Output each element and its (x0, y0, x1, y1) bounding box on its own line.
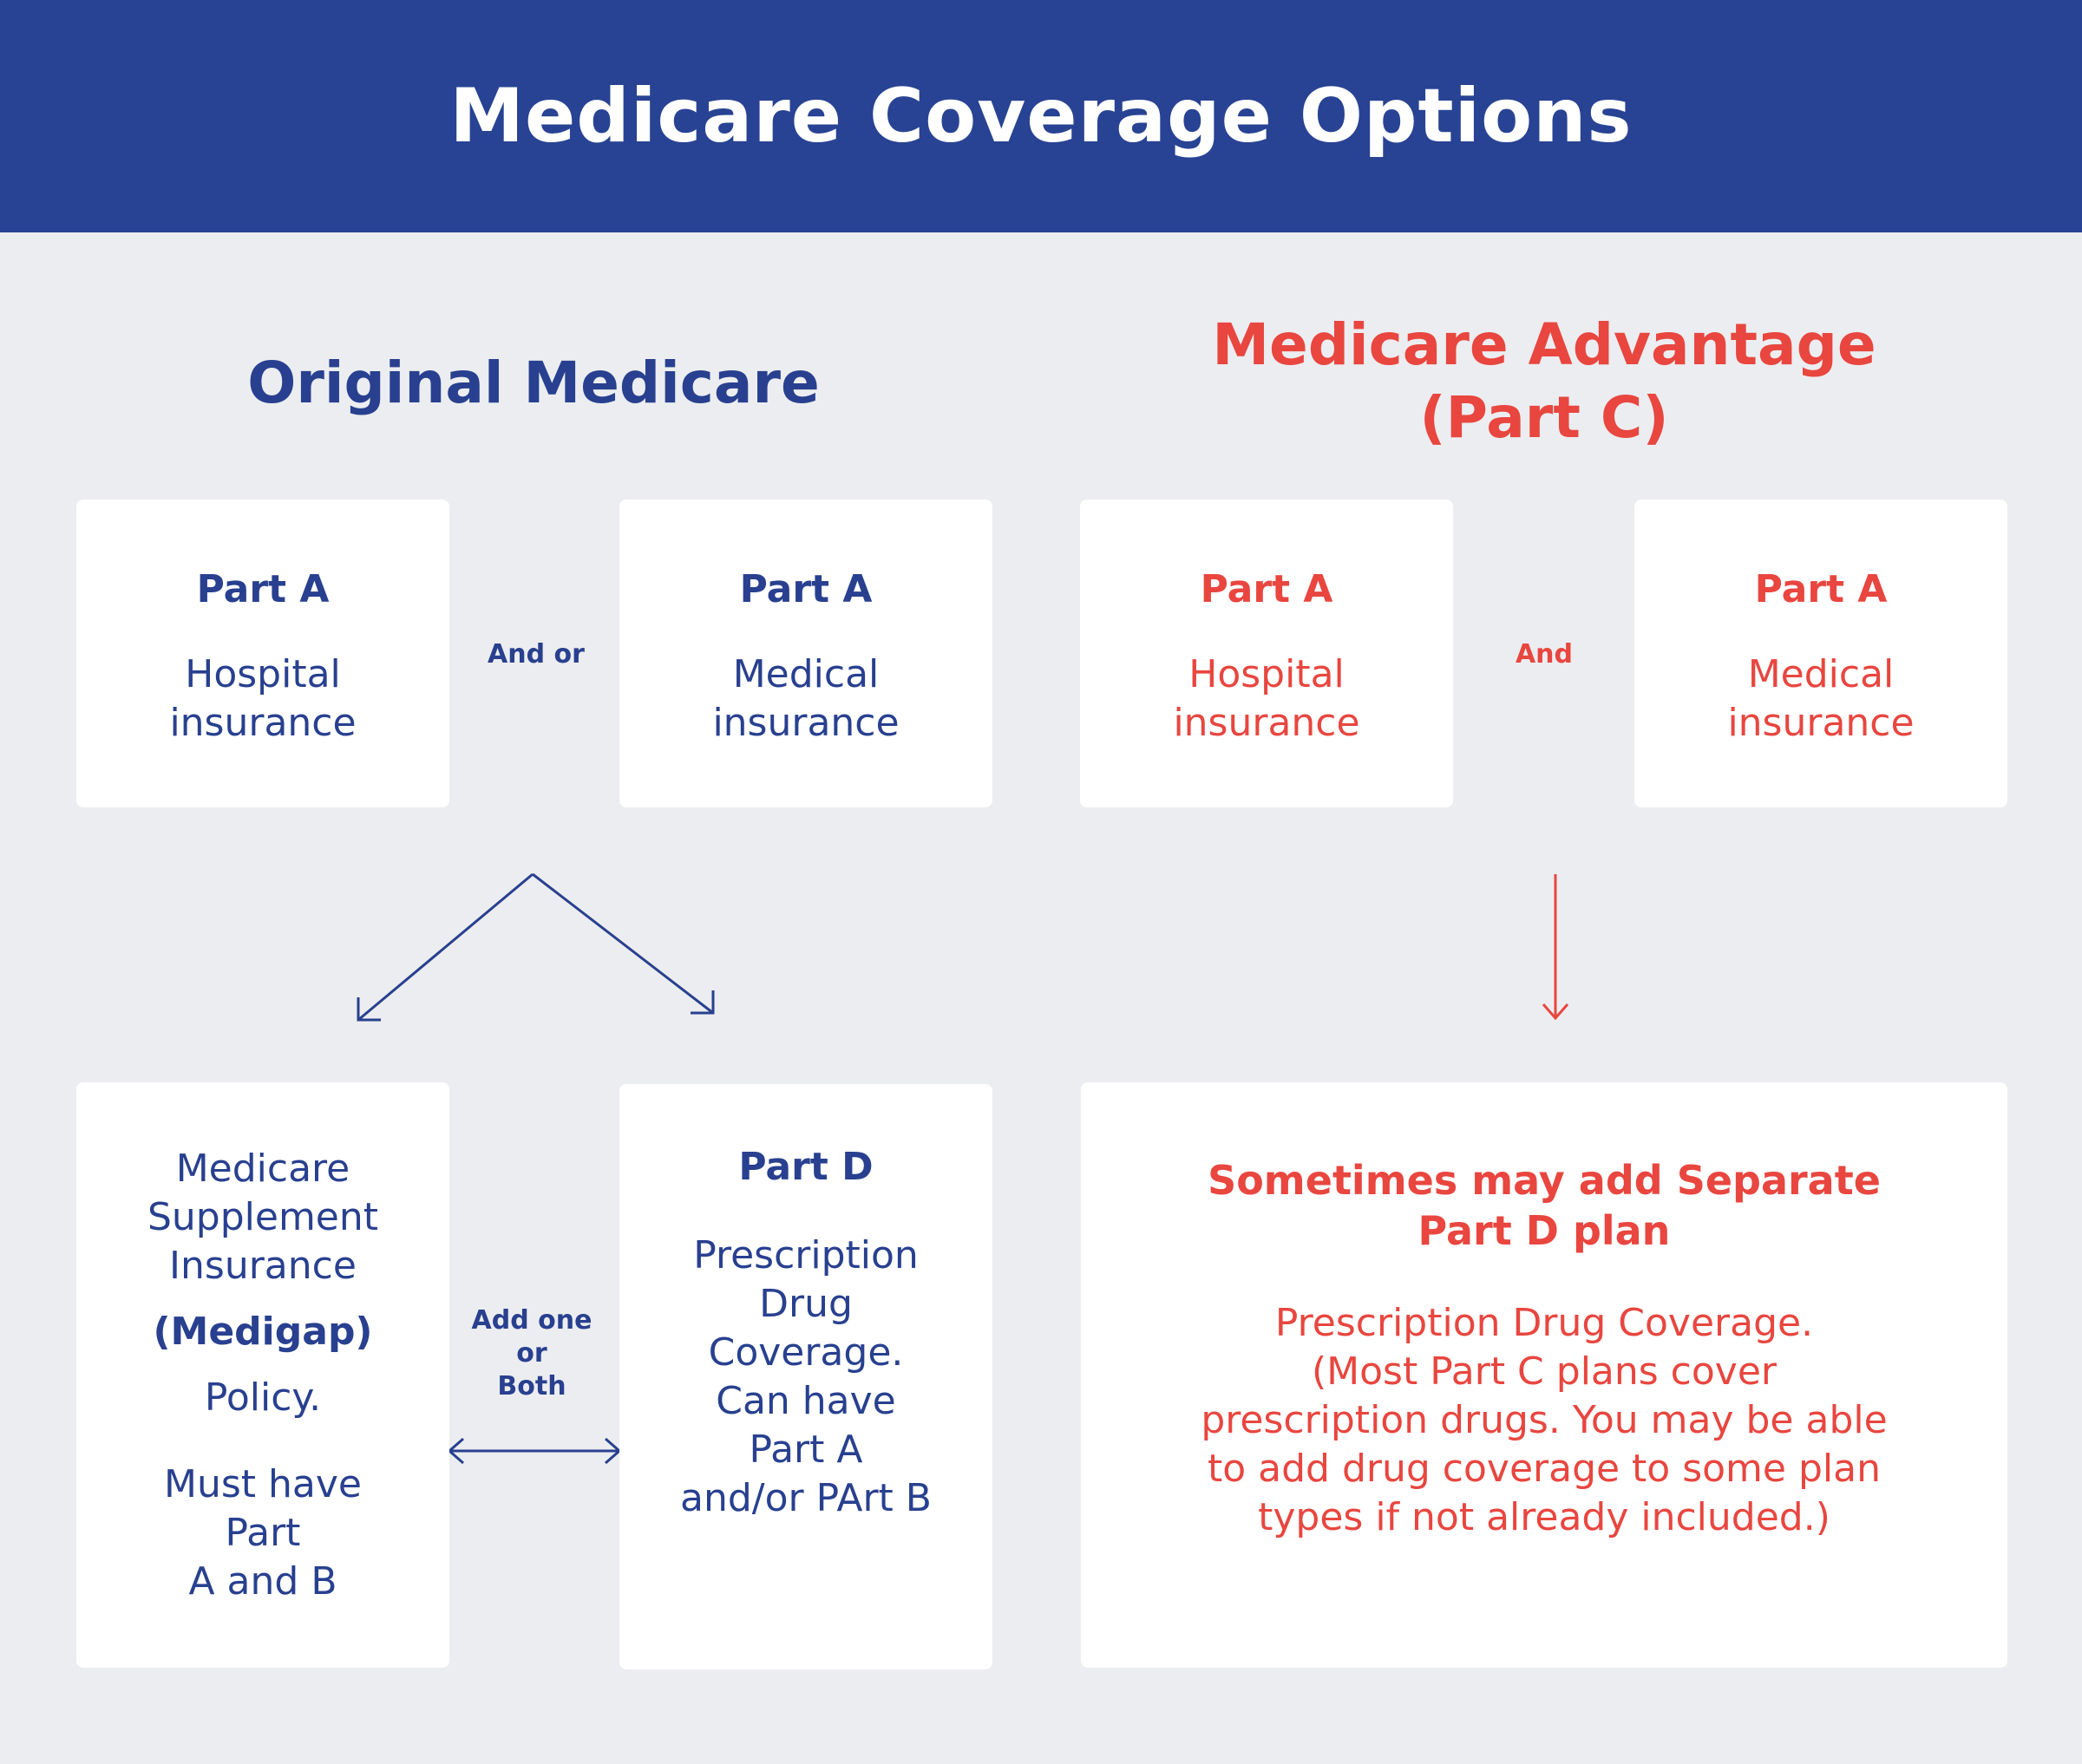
and-or-connector: And or (488, 639, 585, 670)
advantage-title-line-1: Medicare Advantage (1212, 311, 1876, 378)
policy-label: Policy. (204, 1375, 322, 1420)
card-part-label: Part A (1200, 567, 1333, 611)
original-part-a-hospital-card: Part A Hospital insurance (76, 500, 449, 807)
original-part-a-medical-card: Part A Medical insurance (619, 500, 992, 807)
add-one-or-both-connector: Add one or Both (471, 1305, 593, 1401)
branch-left-arrowhead (357, 997, 381, 1022)
advantage-part-a-medical-card: Part A Medical insurance (1634, 500, 2007, 807)
double-arrow-blue (447, 1437, 622, 1465)
advantage-title-line-2: (Part C) (1419, 384, 1669, 451)
header-banner: Medicare Coverage Options (0, 0, 2082, 232)
down-arrowhead (1542, 1003, 1569, 1021)
card-description: Hospital insurance (1173, 652, 1360, 745)
branch-arrow-blue (357, 872, 715, 1022)
must-have-note: Must have Part A and B (164, 1462, 362, 1604)
separate-part-d-title: Sometimes may add Separate Part D plan (1208, 1157, 1881, 1254)
double-arrow-right-head (605, 1437, 622, 1465)
advantage-part-a-hospital-card: Part A Hospital insurance (1080, 500, 1453, 807)
double-arrow-left-head (447, 1437, 464, 1465)
branch-right-arrowhead (691, 990, 715, 1015)
down-arrow-red (1542, 874, 1569, 1021)
advantage-drug-description: Prescription Drug Coverage. (Most Part C… (1201, 1301, 1888, 1539)
medigap-description: Medicare Supplement Insurance (147, 1147, 379, 1288)
card-part-label: Part A (739, 567, 873, 611)
branch-left-line (357, 872, 534, 1022)
part-d-description: Prescription Drug Coverage. Can have Par… (680, 1233, 932, 1520)
part-d-card: Part D Prescription Drug Coverage. Can h… (619, 1084, 992, 1669)
medigap-label: (Medigap) (153, 1310, 373, 1354)
branch-right-line (532, 872, 714, 1015)
card-description: Hospital insurance (169, 652, 357, 745)
card-part-label: Part A (196, 567, 330, 611)
card-description: Medical insurance (712, 652, 900, 745)
card-part-label: Part D (738, 1145, 874, 1189)
medigap-card: Medicare Supplement Insurance (Medigap) … (76, 1082, 449, 1668)
card-description: Medical insurance (1727, 652, 1915, 745)
and-connector: And (1515, 639, 1574, 670)
advantage-part-d-card: Sometimes may add Separate Part D plan P… (1081, 1082, 2007, 1668)
page-title: Medicare Coverage Options (449, 73, 1633, 160)
card-part-label: Part A (1754, 567, 1888, 611)
original-medicare-title: Original Medicare (247, 350, 820, 416)
medicare-advantage-title: Medicare Advantage (Part C) (1197, 309, 1891, 454)
